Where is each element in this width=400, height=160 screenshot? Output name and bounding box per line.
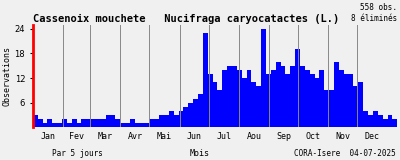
Bar bbox=[344, 74, 349, 127]
Text: CORA-Isere  04-07-2025: CORA-Isere 04-07-2025 bbox=[294, 149, 396, 158]
Bar bbox=[290, 66, 295, 127]
Bar bbox=[159, 115, 164, 127]
Bar bbox=[188, 103, 193, 127]
Bar bbox=[174, 115, 178, 127]
Bar bbox=[324, 90, 329, 127]
Bar bbox=[266, 74, 271, 127]
Bar bbox=[339, 70, 344, 127]
Bar bbox=[281, 66, 286, 127]
Text: Cassenoix mouchete   Nucifraga caryocatactes (L.): Cassenoix mouchete Nucifraga caryocatact… bbox=[33, 14, 339, 24]
Bar bbox=[82, 119, 86, 127]
Bar bbox=[101, 119, 106, 127]
Bar bbox=[305, 70, 310, 127]
Bar bbox=[237, 70, 242, 127]
Bar bbox=[135, 123, 140, 127]
Y-axis label: Observations: Observations bbox=[3, 46, 12, 106]
Bar bbox=[193, 99, 198, 127]
Bar bbox=[227, 66, 232, 127]
Bar bbox=[62, 119, 67, 127]
Bar bbox=[208, 74, 212, 127]
Bar bbox=[67, 123, 72, 127]
Bar bbox=[242, 78, 247, 127]
Bar bbox=[125, 123, 130, 127]
Bar bbox=[154, 119, 159, 127]
Text: Par 5 jours: Par 5 jours bbox=[52, 149, 103, 158]
Bar bbox=[106, 115, 110, 127]
Bar bbox=[349, 74, 354, 127]
Bar bbox=[86, 119, 91, 127]
Bar bbox=[276, 62, 281, 127]
Bar bbox=[256, 86, 261, 127]
Bar bbox=[373, 111, 378, 127]
Text: Mois: Mois bbox=[190, 149, 210, 158]
Bar bbox=[368, 115, 373, 127]
Bar bbox=[383, 119, 388, 127]
Bar bbox=[252, 82, 256, 127]
Bar bbox=[320, 70, 324, 127]
Bar bbox=[184, 107, 188, 127]
Bar bbox=[47, 119, 52, 127]
Bar bbox=[247, 70, 252, 127]
Bar bbox=[33, 115, 38, 127]
Bar bbox=[334, 62, 339, 127]
Bar bbox=[378, 115, 383, 127]
Bar bbox=[72, 119, 76, 127]
Bar bbox=[261, 29, 266, 127]
Bar bbox=[144, 123, 150, 127]
Bar bbox=[271, 70, 276, 127]
Bar bbox=[329, 90, 334, 127]
Bar bbox=[150, 119, 154, 127]
Bar bbox=[52, 123, 57, 127]
Bar bbox=[212, 82, 218, 127]
Bar bbox=[178, 111, 184, 127]
Bar bbox=[120, 123, 125, 127]
Bar bbox=[310, 74, 315, 127]
Bar bbox=[358, 82, 363, 127]
Bar bbox=[354, 86, 358, 127]
Bar bbox=[198, 95, 203, 127]
Bar bbox=[388, 115, 392, 127]
Bar bbox=[38, 119, 42, 127]
Bar bbox=[116, 119, 120, 127]
Bar bbox=[392, 119, 397, 127]
Bar bbox=[91, 119, 96, 127]
Bar bbox=[203, 33, 208, 127]
Bar bbox=[140, 123, 144, 127]
Bar bbox=[222, 70, 227, 127]
Bar bbox=[110, 115, 116, 127]
Bar bbox=[164, 115, 169, 127]
Bar bbox=[286, 74, 290, 127]
Bar bbox=[363, 111, 368, 127]
Text: 558 obs.
8 éliminés: 558 obs. 8 éliminés bbox=[351, 3, 397, 23]
Bar bbox=[295, 49, 300, 127]
Bar bbox=[232, 66, 237, 127]
Bar bbox=[42, 123, 47, 127]
Bar bbox=[218, 90, 222, 127]
Bar bbox=[300, 66, 305, 127]
Bar bbox=[96, 119, 101, 127]
Bar bbox=[169, 111, 174, 127]
Bar bbox=[57, 123, 62, 127]
Bar bbox=[76, 123, 82, 127]
Bar bbox=[130, 119, 135, 127]
Bar bbox=[315, 78, 320, 127]
